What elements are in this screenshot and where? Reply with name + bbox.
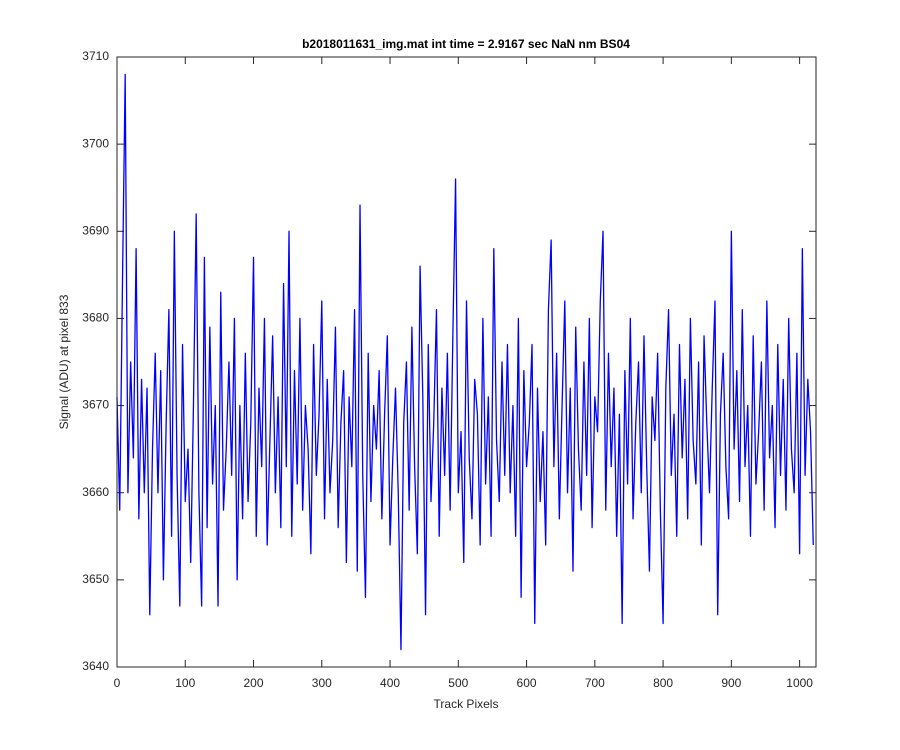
x-tick-label: 600 (517, 676, 537, 690)
x-tick-label: 100 (175, 676, 195, 690)
y-tick-label: 3680 (82, 311, 109, 325)
x-tick-label: 0 (114, 676, 121, 690)
y-tick-label: 3660 (82, 485, 109, 499)
x-tick-label: 200 (244, 676, 264, 690)
chart-title: b2018011631_img.mat int time = 2.9167 se… (302, 37, 630, 51)
x-tick-label: 500 (448, 676, 468, 690)
x-tick-label: 700 (585, 676, 605, 690)
y-tick-label: 3670 (82, 398, 109, 412)
y-tick-label: 3650 (82, 572, 109, 586)
y-tick-label: 3710 (82, 49, 109, 63)
y-tick-label: 3690 (82, 223, 109, 237)
y-tick-label: 3700 (82, 136, 109, 150)
x-tick-label: 300 (312, 676, 332, 690)
y-tick-label: 3640 (82, 659, 109, 673)
data-line (116, 73, 814, 651)
axes-box (116, 56, 817, 668)
plot-area: 0 100 200 300 400 500 600 700 800 900 1000 3640 3650… (82, 49, 816, 690)
y-axis-label: Signal (ADU) at pixel 833 (57, 294, 71, 429)
x-tick-label: 400 (380, 676, 400, 690)
x-axis-label: Track Pixels (434, 697, 499, 711)
x-tick-label: 900 (721, 676, 741, 690)
x-tick-label: 800 (653, 676, 673, 690)
x-tick-label: 1000 (786, 676, 813, 690)
